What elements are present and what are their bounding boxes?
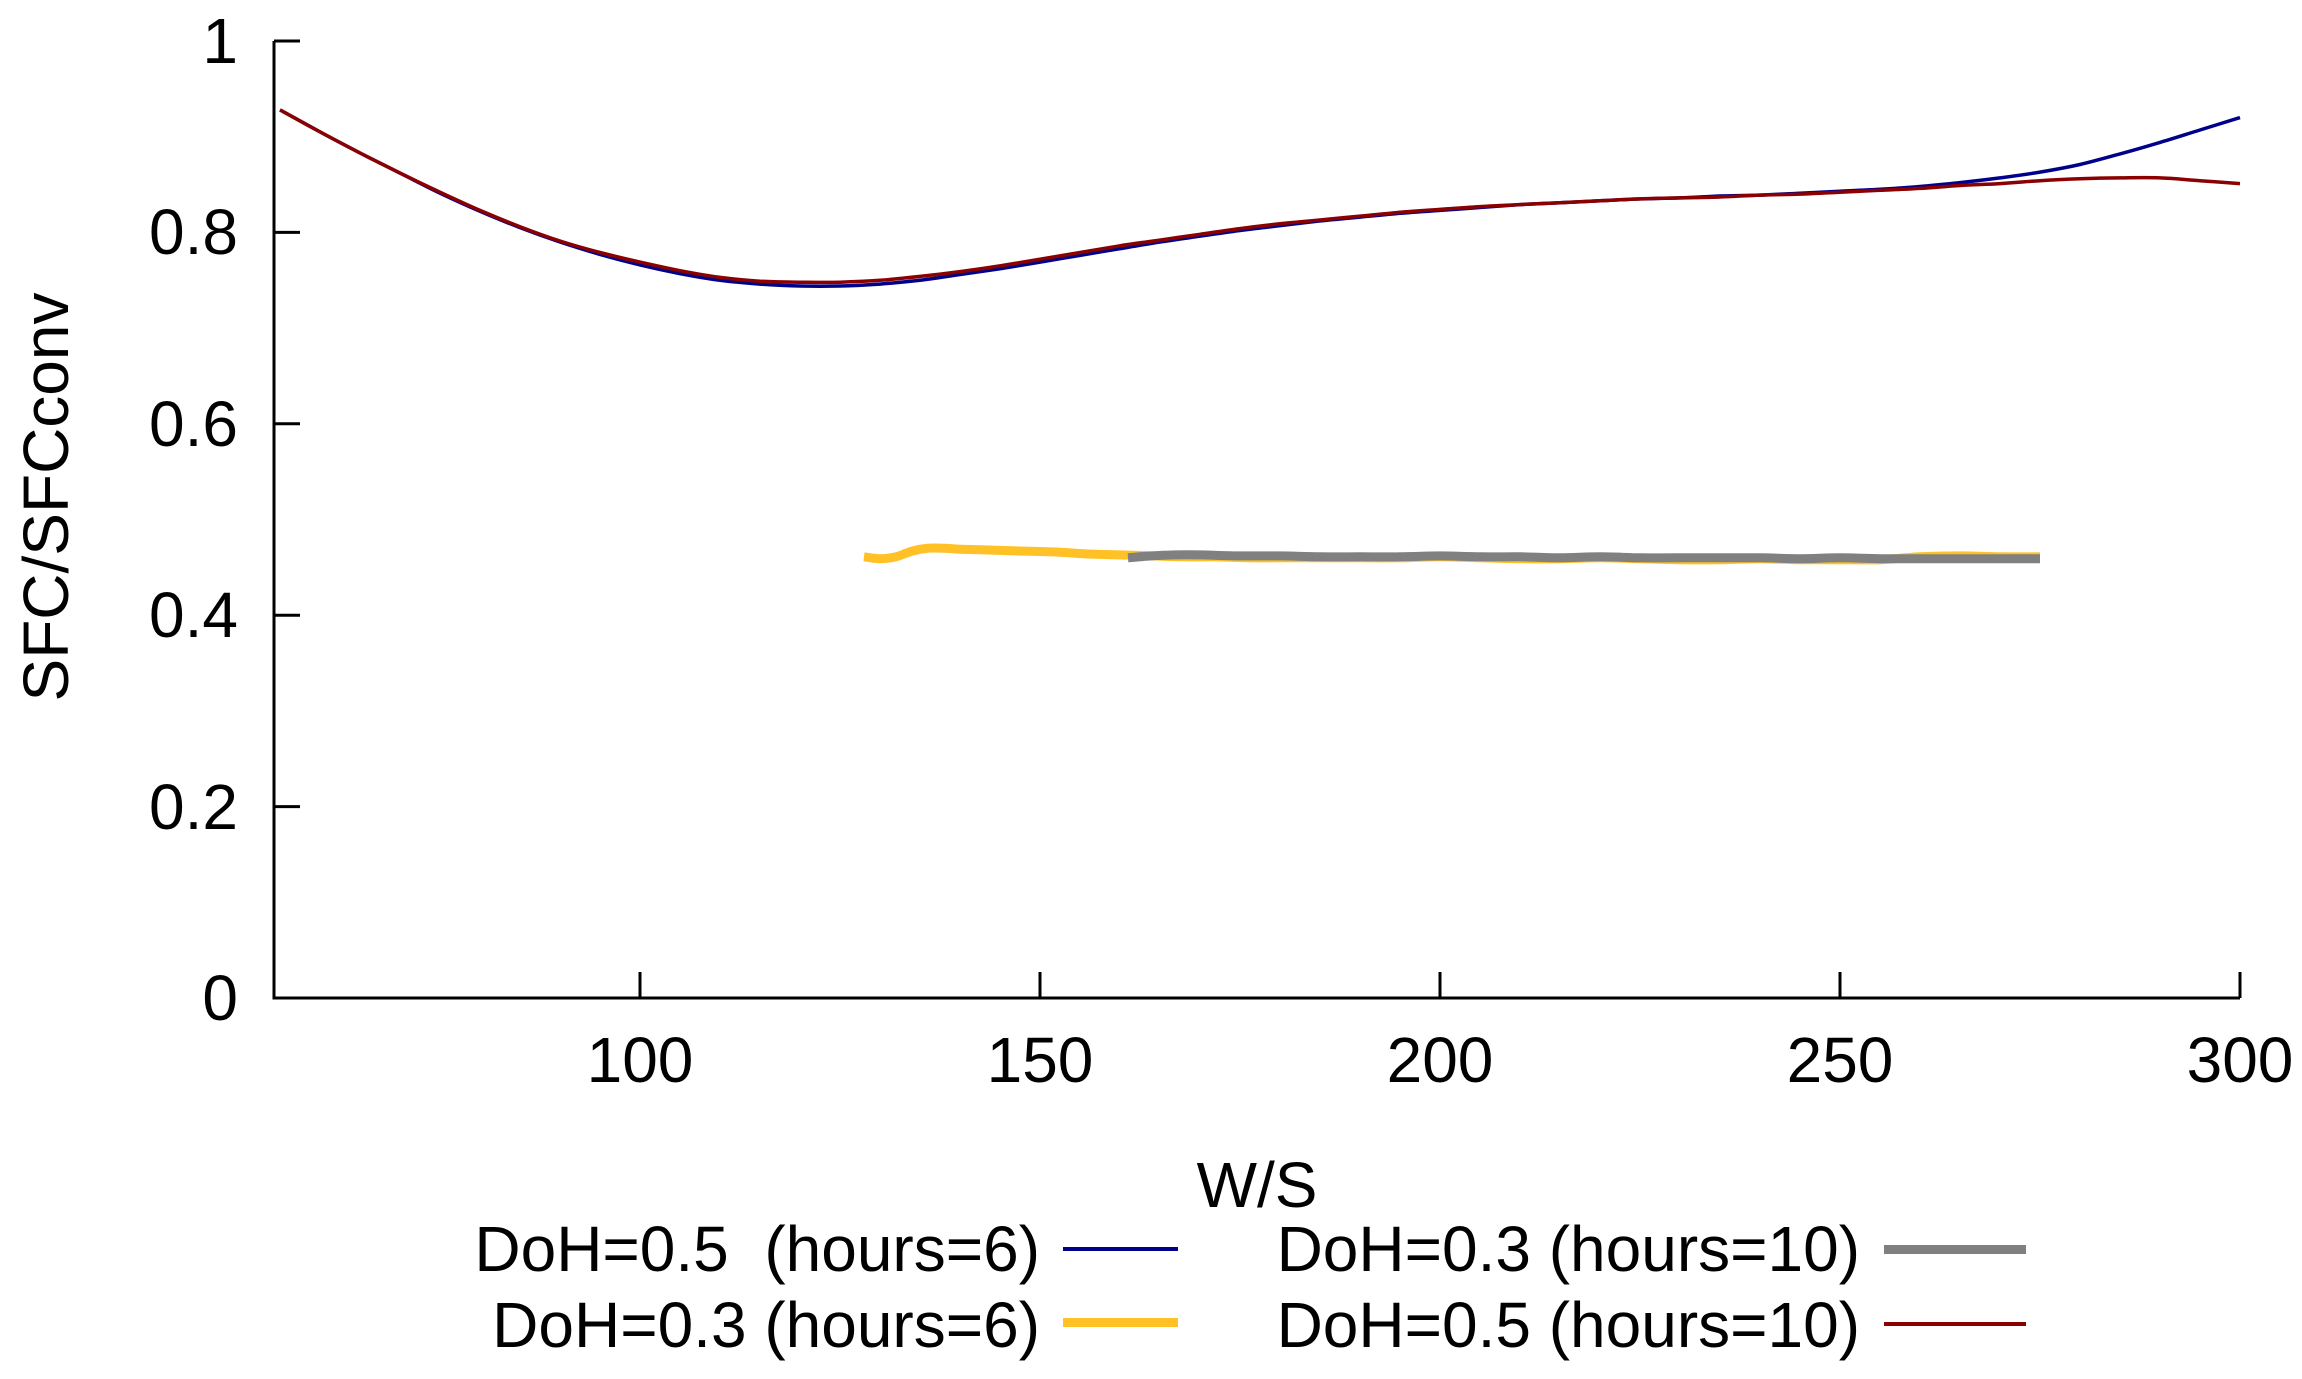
series-curve-0 — [279, 108, 2241, 288]
x-tick-label: 200 — [1386, 1024, 1494, 1096]
x-tick-label: 100 — [586, 1024, 694, 1096]
y-tick-label: 0.4 — [149, 579, 238, 652]
x-tick-label: 250 — [1786, 1024, 1894, 1096]
legend-label-doh03-hours6: DoH=0.3 (hours=6) — [492, 1289, 1040, 1361]
legend-sample-doh03-hours10 — [1884, 1245, 2026, 1254]
legend-sample-doh03-hours6 — [1063, 1318, 1178, 1327]
curves — [279, 108, 2241, 565]
series-curve-3 — [279, 108, 2241, 285]
x-axis-title: W/S — [1196, 1149, 1318, 1221]
y-tick-label: 0 — [202, 962, 238, 1034]
legend-sample-doh05-hours10 — [1884, 1322, 2026, 1326]
x-tick-label: 300 — [2186, 1024, 2294, 1096]
axis-ticks — [274, 39, 2242, 1000]
legend-label-doh05-hours6: DoH=0.5 (hours=6) — [474, 1213, 1040, 1285]
y-tick-label: 0.8 — [149, 196, 238, 269]
x-tick-label: 150 — [986, 1024, 1094, 1096]
series-curve-1 — [1127, 550, 2040, 564]
legend-label-doh05-hours10: DoH=0.5 (hours=10) — [1276, 1289, 1860, 1361]
y-tick-label: 0.6 — [149, 387, 238, 460]
legend-sample-doh05-hours6 — [1063, 1247, 1178, 1251]
legend-label-doh03-hours10: DoH=0.3 (hours=10) — [1276, 1213, 1860, 1285]
y-tick-label: 1 — [202, 5, 238, 77]
y-tick-label: 0.2 — [149, 770, 238, 843]
